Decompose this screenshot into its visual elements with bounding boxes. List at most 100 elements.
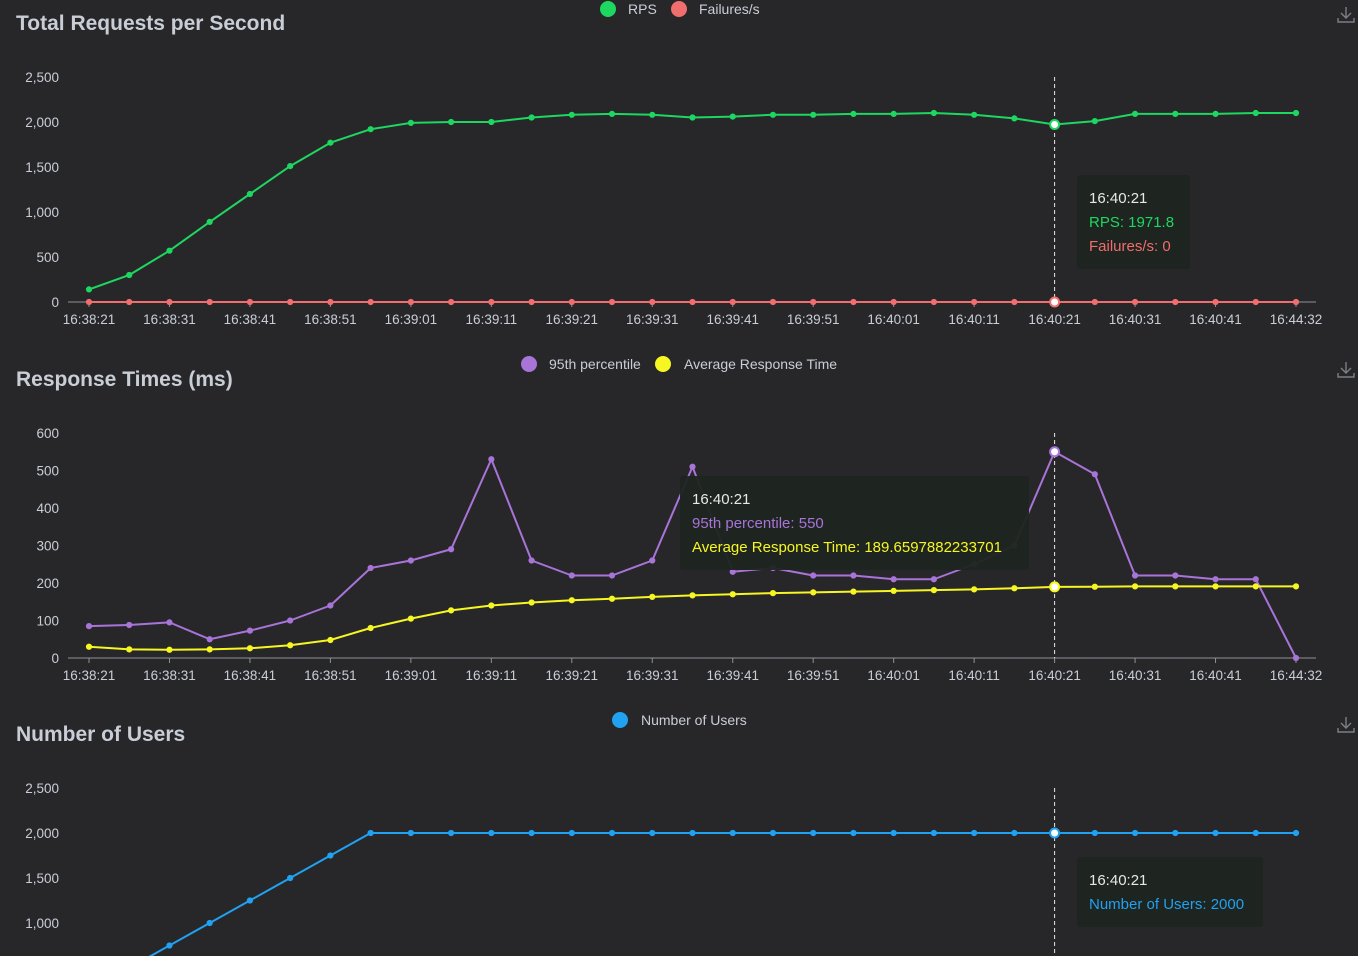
data-point[interactable] <box>689 829 696 837</box>
data-point[interactable] <box>287 617 294 624</box>
data-point[interactable] <box>488 118 495 126</box>
data-point[interactable] <box>407 298 414 306</box>
data-point[interactable] <box>246 645 254 652</box>
data-point[interactable] <box>729 591 736 598</box>
data-point[interactable] <box>1172 110 1179 118</box>
data-point[interactable] <box>608 110 616 118</box>
legend-item-95th-percentile[interactable]: 95th percentile <box>521 356 641 372</box>
legend-item-rps[interactable]: RPS <box>600 1 657 17</box>
data-point[interactable] <box>769 111 777 118</box>
data-point[interactable] <box>1091 829 1098 837</box>
data-point[interactable] <box>246 190 254 198</box>
data-point[interactable] <box>1131 829 1139 837</box>
data-point[interactable] <box>769 590 777 597</box>
data-point[interactable] <box>528 557 535 564</box>
data-point[interactable] <box>407 829 414 837</box>
data-point[interactable] <box>810 298 817 306</box>
data-point[interactable] <box>1212 576 1219 583</box>
data-point[interactable] <box>1172 829 1179 837</box>
data-point[interactable] <box>327 636 334 644</box>
data-point[interactable] <box>568 111 575 118</box>
data-point[interactable] <box>649 829 656 837</box>
download-icon[interactable] <box>1335 4 1357 26</box>
data-point[interactable] <box>287 874 294 882</box>
data-point[interactable] <box>166 619 173 626</box>
data-point[interactable] <box>1011 829 1018 837</box>
data-point[interactable] <box>1172 298 1179 306</box>
data-point[interactable] <box>327 298 334 306</box>
data-point[interactable] <box>1212 298 1219 306</box>
data-point[interactable] <box>448 118 455 126</box>
data-point[interactable] <box>327 602 334 609</box>
data-point[interactable] <box>850 110 857 118</box>
data-point[interactable] <box>488 829 495 837</box>
data-point[interactable] <box>1131 298 1139 306</box>
data-point[interactable] <box>930 109 938 117</box>
data-point[interactable] <box>971 298 978 306</box>
data-point[interactable] <box>689 114 696 121</box>
data-point[interactable] <box>890 587 897 594</box>
data-point[interactable] <box>206 919 213 927</box>
data-point[interactable] <box>246 627 254 634</box>
data-point[interactable] <box>367 829 374 837</box>
data-point[interactable] <box>649 111 656 118</box>
data-point[interactable] <box>448 298 455 306</box>
data-point[interactable] <box>1011 585 1018 592</box>
data-point[interactable] <box>971 829 978 837</box>
data-point[interactable] <box>930 829 938 837</box>
data-point[interactable] <box>85 643 93 650</box>
data-point[interactable] <box>206 218 213 225</box>
data-point[interactable] <box>850 829 857 837</box>
data-point[interactable] <box>1011 298 1018 306</box>
data-point[interactable] <box>729 298 736 306</box>
data-point[interactable] <box>166 247 173 254</box>
data-point[interactable] <box>769 298 777 306</box>
data-point[interactable] <box>1131 583 1139 590</box>
data-point[interactable] <box>528 298 535 306</box>
data-point[interactable] <box>1049 581 1061 593</box>
data-point[interactable] <box>407 557 414 564</box>
data-point[interactable] <box>367 564 374 572</box>
data-point[interactable] <box>206 646 213 653</box>
download-icon[interactable] <box>1335 714 1357 736</box>
data-point[interactable] <box>850 588 857 595</box>
download-icon[interactable] <box>1335 359 1357 381</box>
data-point[interactable] <box>367 126 374 133</box>
data-point[interactable] <box>608 829 616 837</box>
data-point[interactable] <box>729 113 736 120</box>
data-point[interactable] <box>1049 296 1061 308</box>
data-point[interactable] <box>1292 298 1300 306</box>
data-point[interactable] <box>246 298 254 306</box>
data-point[interactable] <box>568 829 575 837</box>
data-point[interactable] <box>1011 115 1018 122</box>
data-point[interactable] <box>1252 583 1259 590</box>
data-point[interactable] <box>769 829 777 837</box>
data-point[interactable] <box>1172 572 1179 579</box>
data-point[interactable] <box>568 298 575 306</box>
data-point[interactable] <box>126 621 133 629</box>
data-point[interactable] <box>1252 109 1259 117</box>
data-point[interactable] <box>407 615 414 622</box>
data-point[interactable] <box>287 298 294 306</box>
data-point[interactable] <box>448 546 455 553</box>
data-point[interactable] <box>568 572 575 579</box>
data-point[interactable] <box>1292 829 1300 837</box>
data-point[interactable] <box>850 572 857 579</box>
data-point[interactable] <box>1292 109 1300 117</box>
data-point[interactable] <box>246 897 254 904</box>
data-point[interactable] <box>729 829 736 837</box>
data-point[interactable] <box>1292 654 1300 662</box>
data-point[interactable] <box>1091 471 1098 478</box>
data-point[interactable] <box>1049 827 1061 839</box>
data-point[interactable] <box>287 163 294 170</box>
data-point[interactable] <box>206 298 213 306</box>
data-point[interactable] <box>488 602 495 609</box>
data-point[interactable] <box>1212 110 1219 118</box>
legend-item-number-of-users[interactable]: Number of Users <box>612 712 747 728</box>
data-point[interactable] <box>930 587 938 594</box>
data-point[interactable] <box>1172 583 1179 590</box>
data-point[interactable] <box>810 829 817 837</box>
data-point[interactable] <box>810 589 817 596</box>
data-point[interactable] <box>1131 110 1139 118</box>
data-point[interactable] <box>1049 446 1061 458</box>
